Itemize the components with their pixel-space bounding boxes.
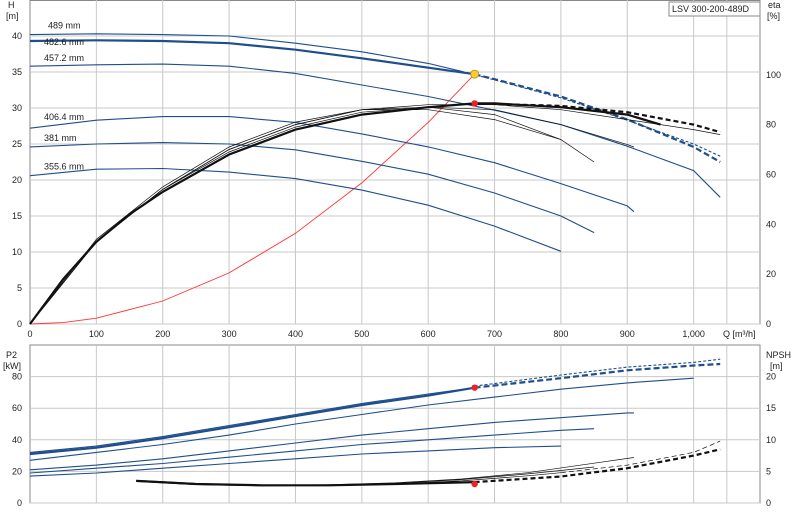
head-xtick-label: 900 bbox=[620, 329, 635, 339]
efficiency-curve bbox=[29, 104, 721, 325]
power-ytick-label: 20 bbox=[12, 466, 22, 476]
npsh-curve-extension bbox=[474, 448, 721, 484]
curve-diameter-label: 489 mm bbox=[48, 21, 81, 31]
head-ylabel-line2: [m] bbox=[6, 11, 19, 21]
npsh-tick-label: 20 bbox=[766, 372, 776, 382]
power-curve bbox=[29, 445, 561, 477]
npsh-curve bbox=[136, 457, 634, 486]
head-ytick-label: 35 bbox=[12, 67, 22, 77]
head-curve bbox=[29, 142, 595, 234]
head-curve-extension bbox=[461, 70, 721, 157]
power-ylabel-line2: [kW] bbox=[3, 361, 21, 371]
head-grid bbox=[29, 0, 761, 325]
head-tick-labels: 0 100 200 300 400 500 600 700 800 900 1,0000510152… bbox=[12, 31, 781, 339]
head-xtick-label: 500 bbox=[354, 329, 369, 339]
head-curve-extension bbox=[474, 73, 721, 163]
npsh-tick-label: 15 bbox=[766, 403, 776, 413]
head-panel: 489 mm 482.6 mm 457.2 mm 406.4 mm 381 mm 355.… bbox=[6, 0, 781, 339]
curve-diameter-label: 482.6 mm bbox=[44, 37, 84, 47]
head-y2tick-label: 40 bbox=[766, 219, 776, 229]
power-curve-extension bbox=[474, 358, 721, 387]
power-ytick-label: 0 bbox=[17, 498, 22, 508]
head-curve bbox=[29, 167, 562, 252]
head-xtick-label: 300 bbox=[222, 329, 237, 339]
power-ylabel-line1: P2 bbox=[6, 350, 17, 360]
head-ytick-label: 20 bbox=[12, 175, 22, 185]
head-ytick-label: 40 bbox=[12, 31, 22, 41]
head-ytick-label: 15 bbox=[12, 211, 22, 221]
power-y2label-line1: NPSH bbox=[766, 350, 791, 360]
head-y2tick-label: 80 bbox=[766, 120, 776, 130]
head-ylabel-line1: H bbox=[8, 0, 15, 10]
power-ytick-label: 80 bbox=[12, 372, 22, 382]
power-ytick-label: 60 bbox=[12, 403, 22, 413]
efficiency-point-marker bbox=[471, 100, 478, 107]
head-curve bbox=[29, 63, 721, 198]
head-xtick-label: 200 bbox=[155, 329, 170, 339]
power-tick-labels: 0 20 40 60 80 0 5 10 15 20 bbox=[12, 372, 776, 508]
head-y2tick-label: 60 bbox=[766, 169, 776, 179]
head-frame bbox=[29, 0, 761, 325]
head-xlabel: Q [m³/h] bbox=[723, 329, 756, 339]
head-curve bbox=[29, 33, 462, 72]
power-curve bbox=[29, 412, 634, 471]
model-label: LSV 300-200-489D bbox=[672, 4, 750, 14]
efficiency-curves-group bbox=[29, 102, 721, 325]
npsh-point-marker bbox=[471, 480, 478, 488]
head-ytick-label: 10 bbox=[12, 247, 22, 257]
npsh-tick-label: 5 bbox=[766, 466, 771, 476]
model-label-box bbox=[668, 1, 761, 17]
head-xtick-label: 700 bbox=[487, 329, 502, 339]
head-y2label-line2: [%] bbox=[767, 11, 780, 21]
power-curve bbox=[29, 386, 475, 456]
power-curve bbox=[29, 377, 694, 461]
efficiency-curve bbox=[29, 109, 562, 325]
head-points-group bbox=[470, 69, 480, 107]
head-ytick-label: 25 bbox=[12, 139, 22, 149]
npsh-curves-group bbox=[136, 440, 721, 487]
head-ytick-label: 30 bbox=[12, 103, 22, 113]
head-xtick-label: 0 bbox=[27, 329, 32, 339]
npsh-curve-extension bbox=[560, 440, 721, 474]
power-y2label-line2: [m] bbox=[770, 361, 783, 371]
power-panel: 0 20 40 60 80 0 5 10 15 20 P2 [kW] NPSH [m] bbox=[3, 344, 791, 508]
npsh-curve bbox=[136, 472, 561, 487]
head-xtick-label: 1,000 bbox=[682, 329, 705, 339]
head-y2tick-label: 20 bbox=[766, 269, 776, 279]
efficiency-curve bbox=[29, 102, 661, 325]
head-ytick-label: 0 bbox=[17, 319, 22, 329]
power-point-marker bbox=[471, 384, 478, 391]
head-curves-group: 489 mm 482.6 mm 457.2 mm 406.4 mm 381 mm 355.… bbox=[29, 21, 721, 252]
head-xtick-label: 800 bbox=[553, 329, 568, 339]
head-xtick-label: 600 bbox=[421, 329, 436, 339]
curve-diameter-label: 355.6 mm bbox=[44, 162, 84, 172]
head-y2label-line1: eta bbox=[768, 0, 781, 10]
power-curve-extension bbox=[474, 362, 721, 389]
power-curve bbox=[29, 387, 475, 453]
head-y2tick-label: 0 bbox=[766, 319, 771, 329]
head-y2tick-label: 100 bbox=[766, 70, 781, 80]
power-points-group bbox=[471, 384, 478, 488]
npsh-tick-label: 0 bbox=[766, 498, 771, 508]
duty-point-marker bbox=[470, 69, 480, 79]
curve-diameter-label: 381 mm bbox=[44, 133, 77, 143]
head-xtick-label: 400 bbox=[288, 329, 303, 339]
curve-diameter-label: 406.4 mm bbox=[44, 112, 84, 122]
head-xtick-label: 100 bbox=[89, 329, 104, 339]
head-ytick-label: 5 bbox=[17, 283, 22, 293]
head-curve bbox=[29, 116, 635, 213]
curve-diameter-label: 457.2 mm bbox=[44, 53, 84, 63]
power-ytick-label: 40 bbox=[12, 435, 22, 445]
efficiency-curve-extension bbox=[474, 102, 721, 134]
power-curve bbox=[29, 428, 595, 474]
power-curves-group bbox=[29, 358, 721, 477]
head-curve bbox=[29, 39, 475, 76]
npsh-tick-label: 10 bbox=[766, 435, 776, 445]
